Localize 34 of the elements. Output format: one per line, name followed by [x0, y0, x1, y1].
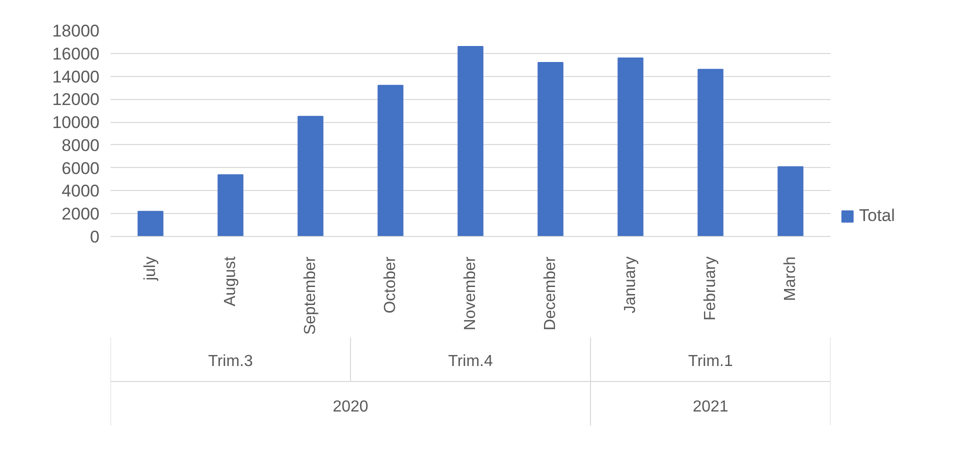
- x-tick-label: February: [702, 256, 719, 321]
- x-tick-label: December: [542, 256, 559, 330]
- y-tick-label: 10000: [52, 113, 100, 132]
- y-tick-label: 0: [90, 228, 100, 246]
- y-tick-label: 2000: [62, 204, 100, 224]
- y-tick-label: 6000: [62, 158, 100, 178]
- bar: [618, 57, 644, 236]
- bar: [138, 210, 164, 236]
- x-tick-label: March: [782, 256, 799, 301]
- y-tick-label: 12000: [52, 90, 100, 110]
- bar: [778, 166, 804, 236]
- bar: [298, 116, 324, 236]
- y-tick-label: 16000: [52, 44, 100, 64]
- text: Trim.1: [688, 353, 733, 370]
- y-tick-label: 8000: [62, 136, 100, 155]
- y-tick-label: 4000: [62, 182, 100, 201]
- bar: [378, 84, 404, 236]
- text: Trim.3: [208, 353, 253, 370]
- y-tick-label: 18000: [52, 22, 100, 40]
- x-tick-label: August: [222, 256, 239, 306]
- bar: [538, 62, 564, 236]
- x-tick-label: November: [462, 256, 479, 330]
- x-tick-label: January: [622, 256, 639, 314]
- text: 2020: [332, 398, 368, 416]
- text: Trim.4: [448, 353, 493, 370]
- x-tick-label: july: [142, 256, 159, 282]
- y-tick-label: 14000: [52, 67, 100, 86]
- bar: [698, 68, 724, 236]
- text: 2021: [692, 398, 728, 416]
- legend-label: Total: [859, 206, 895, 226]
- x-tick-label: October: [382, 256, 399, 314]
- x-tick-label: September: [302, 256, 319, 335]
- bar: [458, 46, 484, 236]
- bar: [218, 174, 244, 236]
